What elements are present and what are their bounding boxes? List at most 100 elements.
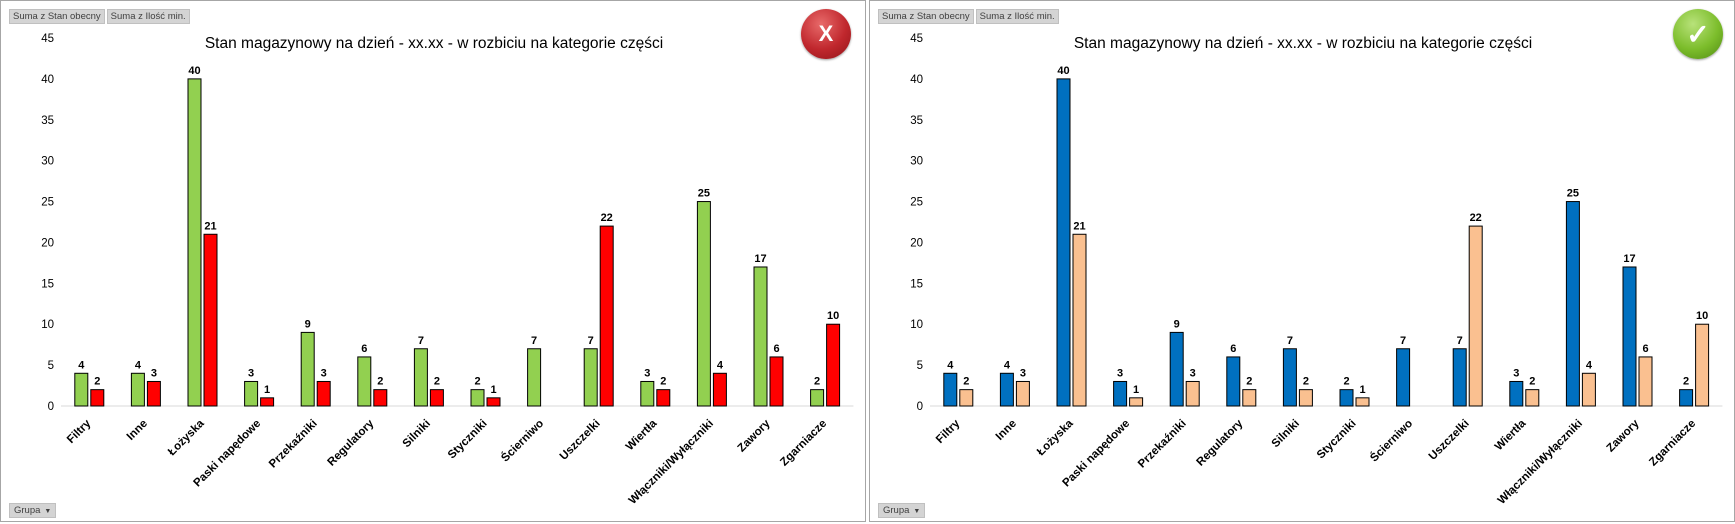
y-tick-label: 15: [910, 278, 923, 290]
data-label: 2: [434, 376, 440, 388]
y-tick-label: 30: [41, 156, 54, 168]
bar-series-1: [1679, 389, 1694, 407]
chart-panel-correct: Suma z Stan obecny Suma z Ilość min. Sta…: [869, 0, 1735, 522]
bar-series-1: [1452, 348, 1467, 407]
data-label: 2: [1683, 376, 1689, 388]
data-label: 6: [1230, 343, 1236, 355]
x-tick-label: Ścierniwo: [499, 417, 547, 465]
bar-series-1: [527, 348, 542, 407]
y-tick-label: 40: [910, 74, 923, 86]
bar-series-2: [429, 389, 444, 407]
x-tick-label: Styczniki: [446, 418, 490, 462]
data-label: 3: [1020, 367, 1026, 379]
bar-series-1: [1565, 201, 1580, 407]
field-button-sum-min[interactable]: Suma z Ilość min.: [975, 9, 1059, 24]
bar-series-1: [1509, 380, 1524, 407]
x-tick-label: Filtry: [934, 417, 963, 446]
data-label: 2: [474, 376, 480, 388]
data-label: 9: [305, 318, 311, 330]
bar-series-1: [244, 380, 259, 407]
bar-series-1: [1113, 380, 1128, 407]
data-label: 22: [601, 212, 613, 224]
data-label: 3: [248, 367, 254, 379]
x-tick-label: Zawory: [736, 417, 773, 454]
data-label: 4: [135, 359, 142, 371]
data-label: 4: [947, 359, 954, 371]
y-tick-label: 45: [41, 33, 54, 45]
x-tick-label: Przekaźniki: [267, 418, 320, 471]
x-tick-label: Filtry: [65, 417, 94, 446]
x-tick-label: Przekaźniki: [1136, 418, 1189, 471]
grupa-filter-button[interactable]: Grupa ▼: [878, 503, 926, 518]
data-label: 2: [1303, 376, 1309, 388]
bar-series-2: [1525, 389, 1540, 407]
bar-series-2: [90, 389, 105, 407]
bar-series-1: [583, 348, 598, 407]
y-tick-label: 10: [41, 319, 54, 331]
data-label: 2: [1529, 376, 1535, 388]
data-label: 17: [754, 253, 766, 265]
bar-series-2: [712, 372, 727, 407]
dropdown-arrow-icon: ▼: [44, 508, 52, 515]
data-label: 6: [1642, 343, 1648, 355]
bar-series-1: [1056, 78, 1071, 407]
bar-series-1: [640, 380, 655, 407]
bar-series-2: [599, 225, 614, 407]
x-tick-label: Uszczelki: [558, 418, 603, 463]
data-label: 2: [1343, 376, 1349, 388]
bar-series-2: [203, 233, 218, 407]
bar-series-1: [130, 372, 145, 407]
dropdown-arrow-icon: ▼: [913, 508, 921, 515]
bar-series-1: [357, 356, 372, 407]
data-label: 17: [1623, 253, 1635, 265]
data-label: 3: [1117, 367, 1123, 379]
field-button-sum-current[interactable]: Suma z Stan obecny: [878, 9, 974, 24]
value-field-buttons: Suma z Stan obecny Suma z Ilość min.: [878, 9, 1059, 24]
data-label: 1: [1133, 384, 1139, 396]
value-field-buttons: Suma z Stan obecny Suma z Ilość min.: [9, 9, 190, 24]
x-tick-label: Zgarniacze: [1647, 418, 1698, 469]
bar-series-1: [74, 372, 89, 407]
bar-series-2: [656, 389, 671, 407]
data-label: 7: [588, 335, 594, 347]
data-label: 6: [361, 343, 367, 355]
bar-series-2: [373, 389, 388, 407]
x-tick-label: Inne: [125, 418, 150, 443]
bar-series-1: [1282, 348, 1297, 407]
bar-series-2: [1695, 323, 1710, 407]
chart-title: Stan magazynowy na dzień - xx.xx - w roz…: [1074, 35, 1532, 52]
x-tick-label: Silniki: [1270, 418, 1302, 450]
bar-series-2: [316, 380, 331, 407]
bar-series-1: [470, 389, 485, 407]
bar-series-2: [486, 397, 501, 407]
checkmark-icon: ✓: [1673, 9, 1723, 59]
x-tick-label: Ścierniwo: [1368, 417, 1416, 465]
y-tick-label: 25: [41, 197, 54, 209]
x-tick-label: Styczniki: [1315, 418, 1359, 462]
grupa-filter-button[interactable]: Grupa ▼: [9, 503, 57, 518]
bar-series-2: [826, 323, 841, 407]
bar-series-1: [753, 266, 768, 407]
x-tick-label: Łożyska: [1035, 417, 1076, 458]
data-label: 6: [773, 343, 779, 355]
y-tick-label: 35: [910, 115, 923, 127]
x-tick-label: Wiertła: [624, 417, 660, 453]
bar-series-2: [1638, 356, 1653, 407]
y-tick-label: 45: [910, 33, 923, 45]
grupa-label: Grupa: [883, 505, 910, 516]
y-tick-label: 25: [910, 197, 923, 209]
data-label: 10: [827, 310, 839, 322]
data-label: 1: [490, 384, 496, 396]
field-button-sum-min[interactable]: Suma z Ilość min.: [106, 9, 190, 24]
data-label: 2: [814, 376, 820, 388]
field-button-sum-current[interactable]: Suma z Stan obecny: [9, 9, 105, 24]
x-tick-label: Łożyska: [166, 417, 207, 458]
y-tick-label: 5: [48, 360, 54, 372]
data-label: 3: [1190, 367, 1196, 379]
data-label: 2: [377, 376, 383, 388]
bar-series-1: [1226, 356, 1241, 407]
bar-series-1: [413, 348, 428, 407]
bar-chart-incorrect: Stan magazynowy na dzień - xx.xx - w roz…: [41, 33, 854, 507]
data-label: 7: [531, 335, 537, 347]
data-label: 7: [1457, 335, 1463, 347]
